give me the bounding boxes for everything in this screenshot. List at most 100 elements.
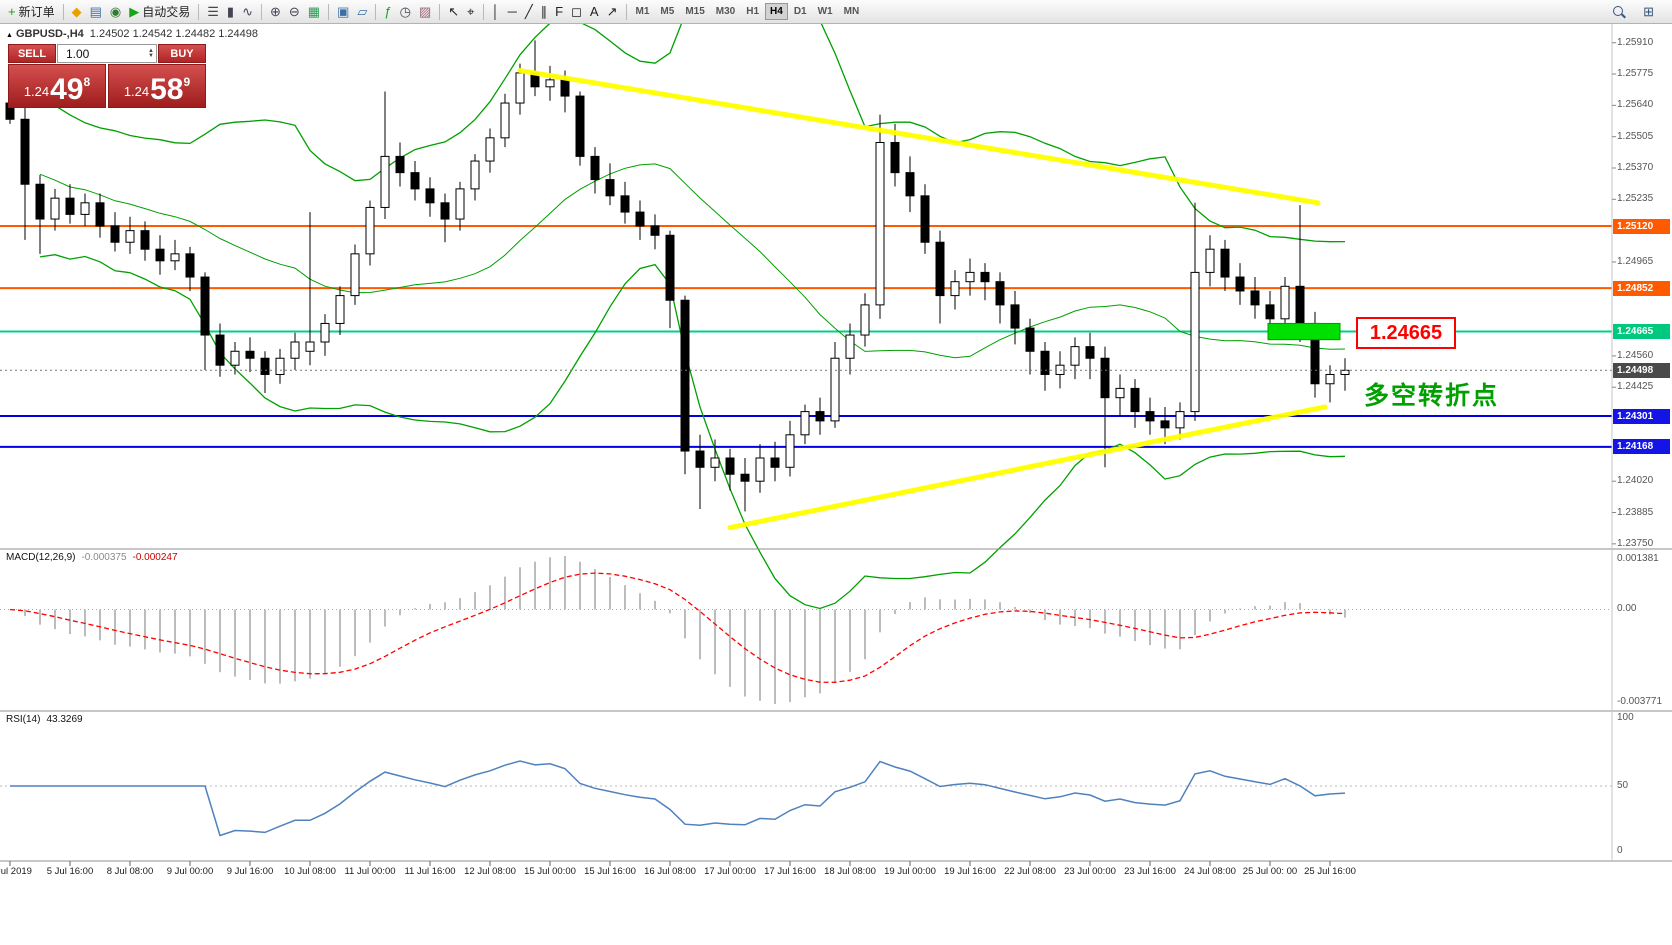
candle-body [95, 202, 105, 227]
cursor-button[interactable]: ↖ [444, 2, 463, 22]
navigator-button[interactable]: ◉ [106, 2, 125, 22]
candle-body [560, 79, 570, 97]
sell-button[interactable]: SELL [8, 44, 56, 63]
new-order-icon: + [8, 4, 16, 19]
candle-body [920, 195, 930, 243]
templates-icon: ▨ [418, 4, 432, 19]
volume-stepper[interactable]: ▲ ▼ [148, 47, 154, 59]
periods-icon: ◷ [399, 4, 411, 19]
time-axis-label: 15 Jul 16:00 [584, 866, 636, 877]
volume-up-icon[interactable]: ▲ [148, 47, 154, 54]
timeframe-m1-button[interactable]: M1 [631, 3, 655, 20]
candle-body [785, 434, 795, 468]
time-axis-label: 8 Jul 08:00 [106, 866, 154, 877]
turning-point-annotation[interactable]: 多空转折点 [1364, 382, 1500, 410]
toolbar-separator [439, 3, 441, 20]
periods-button[interactable]: ◷ [396, 2, 415, 22]
market-watch-button[interactable]: ◆ [68, 2, 86, 22]
candle-body [50, 197, 60, 220]
candle-body [245, 350, 255, 359]
candle-body [1220, 248, 1230, 278]
text-button[interactable]: A [586, 2, 603, 22]
buy-price-tile[interactable]: 1.24 58 9 [108, 64, 206, 108]
candle-body [590, 155, 600, 181]
crosshair-icon: ⌖ [467, 4, 475, 19]
candle-body [35, 183, 45, 220]
candle-body [185, 253, 195, 278]
time-axis-label: 9 Jul 00:00 [166, 866, 214, 877]
candle-body [365, 206, 375, 255]
candle-body [1250, 290, 1260, 306]
candle-body [1160, 420, 1170, 429]
candle-body [545, 79, 555, 88]
timeframe-m30-button[interactable]: M30 [711, 3, 740, 20]
bar-chart-button[interactable]: ☰ [203, 2, 223, 22]
chart-header: ▲ GBPUSD-,H4 1.24502 1.24542 1.24482 1.244… [6, 28, 258, 40]
candle-body [260, 357, 270, 375]
zoom-in-button[interactable]: ⊕ [266, 2, 285, 22]
candle-body [140, 230, 150, 250]
cascade-windows-button[interactable]: ▱ [353, 2, 371, 22]
candle-body [905, 172, 915, 197]
trendline [517, 68, 1321, 206]
fibonacci-button[interactable]: F [551, 2, 567, 22]
candle-body [1190, 271, 1200, 413]
autotrading-button[interactable]: ▶ 自动交易 [125, 2, 194, 22]
search-button[interactable] [1607, 5, 1631, 19]
grid-button[interactable]: ▦ [304, 2, 324, 22]
price-axis-label: 1.25505 [1617, 130, 1654, 142]
timeframe-mn-button[interactable]: MN [839, 3, 865, 20]
zoom-out-button[interactable]: ⊖ [285, 2, 304, 22]
trendline-button[interactable]: ╱ [521, 2, 537, 22]
new-order-button-label: 新订单 [18, 4, 55, 19]
rsi-name: RSI(14) [6, 714, 41, 725]
candle-body [1010, 304, 1020, 329]
volume-down-icon[interactable]: ▼ [148, 52, 154, 59]
toolbar-separator [482, 3, 484, 20]
candle-body [890, 141, 900, 174]
vertical-line-button[interactable]: │ [488, 2, 504, 22]
sell-price-sup: 8 [83, 75, 91, 89]
volume-value: 1.00 [66, 46, 90, 61]
volume-field[interactable]: 1.00 ▲ ▼ [57, 44, 157, 63]
indicators-button[interactable]: ƒ [380, 2, 395, 22]
candle-body [995, 281, 1005, 306]
timeframe-h4-button[interactable]: H4 [765, 3, 788, 20]
shapes-button[interactable]: ◻ [567, 2, 586, 22]
channel-button[interactable]: ∥ [537, 2, 552, 22]
timeframe-m5-button[interactable]: M5 [655, 3, 679, 20]
rsi-axis-label: 50 [1617, 780, 1629, 791]
time-axis-label: 23 Jul 00:00 [1064, 866, 1116, 877]
buy-button[interactable]: BUY [158, 44, 206, 63]
crosshair-button[interactable]: ⌖ [463, 2, 478, 22]
window-select-button[interactable]: ⊞ [1637, 3, 1660, 21]
new-order-button[interactable]: + 新订单 [4, 2, 59, 22]
price-callout[interactable]: 1.24665 [1356, 317, 1456, 349]
autotrading-icon: ▶ [129, 4, 140, 19]
horizontal-line-button[interactable]: ─ [504, 2, 521, 22]
candle-body [635, 211, 645, 227]
timeframe-w1-button[interactable]: W1 [813, 3, 838, 20]
line-chart-button[interactable]: ∿ [238, 2, 257, 22]
tile-windows-button[interactable]: ▣ [333, 2, 353, 22]
data-window-button[interactable]: ▤ [86, 2, 106, 22]
bollinger-middle-line [39, 163, 1346, 359]
candle-body [770, 457, 780, 468]
price-axis-badge: 1.24665 [1613, 324, 1670, 340]
arrows-button[interactable]: ↗ [603, 2, 622, 22]
templates-button[interactable]: ▨ [415, 2, 435, 22]
candle-body [425, 188, 435, 204]
candle-body [950, 281, 960, 297]
time-axis-label: 24 Jul 08:00 [1184, 866, 1236, 877]
timeframe-m15-button[interactable]: M15 [680, 3, 709, 20]
time-axis-label: 15 Jul 00:00 [524, 866, 576, 877]
timeframe-d1-button[interactable]: D1 [789, 3, 812, 20]
candle-body [695, 450, 705, 468]
bollinger-lower-line [39, 254, 1346, 610]
timeframe-h1-button[interactable]: H1 [741, 3, 764, 20]
time-axis-label: 12 Jul 08:00 [464, 866, 516, 877]
candle-body [410, 172, 420, 190]
sell-price-tile[interactable]: 1.24 49 8 [8, 64, 106, 108]
candlestick-chart-button[interactable]: ▮ [223, 2, 238, 22]
